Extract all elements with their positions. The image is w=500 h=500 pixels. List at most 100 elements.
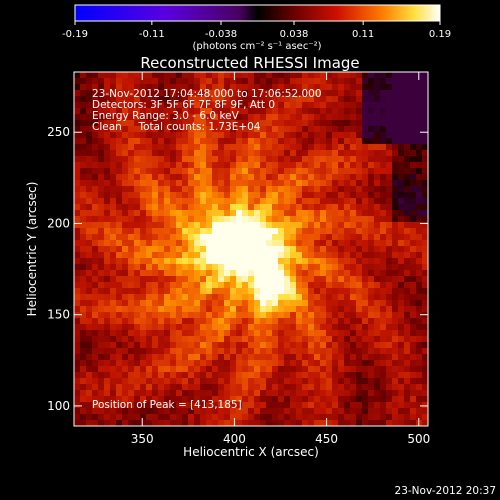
heatmap-cell bbox=[218, 306, 225, 313]
heatmap-cell bbox=[272, 312, 279, 319]
heatmap-cell bbox=[290, 84, 297, 91]
heatmap-cell bbox=[128, 402, 135, 409]
heatmap-cell bbox=[212, 210, 219, 217]
heatmap-cell bbox=[98, 240, 105, 247]
heatmap-cell bbox=[278, 390, 285, 397]
heatmap-cell bbox=[350, 78, 357, 85]
heatmap-cell bbox=[296, 162, 303, 169]
heatmap-cell bbox=[242, 324, 249, 331]
heatmap-cell bbox=[104, 354, 111, 361]
heatmap-cell bbox=[278, 366, 285, 373]
heatmap-cell bbox=[302, 96, 309, 103]
heatmap-cell bbox=[248, 258, 255, 265]
heatmap-cell bbox=[146, 420, 153, 427]
heatmap-cell bbox=[416, 264, 423, 271]
heatmap-cell bbox=[188, 156, 195, 163]
heatmap-cell bbox=[122, 348, 129, 355]
heatmap-cell bbox=[308, 78, 315, 85]
heatmap-cell bbox=[380, 318, 387, 325]
heatmap-cell bbox=[128, 84, 135, 91]
heatmap-cell bbox=[170, 246, 177, 253]
heatmap-cell bbox=[170, 192, 177, 199]
heatmap-cell bbox=[212, 300, 219, 307]
heatmap-cell bbox=[332, 312, 339, 319]
heatmap-cell bbox=[332, 222, 339, 229]
heatmap-cell bbox=[200, 378, 207, 385]
heatmap-cell bbox=[122, 216, 129, 223]
heatmap-cell bbox=[206, 174, 213, 181]
heatmap-cell bbox=[98, 192, 105, 199]
heatmap-cell bbox=[152, 318, 159, 325]
heatmap-cell bbox=[92, 312, 99, 319]
heatmap-cell bbox=[320, 324, 327, 331]
heatmap-cell bbox=[320, 108, 327, 115]
heatmap-cell bbox=[326, 342, 333, 349]
heatmap-cell bbox=[236, 132, 243, 139]
heatmap-cell bbox=[272, 342, 279, 349]
heatmap-cell bbox=[152, 384, 159, 391]
heatmap-cell bbox=[338, 366, 345, 373]
heatmap-cell bbox=[122, 384, 129, 391]
heatmap-cell bbox=[182, 72, 189, 79]
heatmap-cell bbox=[254, 156, 261, 163]
heatmap-cell bbox=[398, 300, 405, 307]
heatmap-cell bbox=[134, 312, 141, 319]
heatmap-cell bbox=[374, 414, 381, 421]
heatmap-cell bbox=[134, 174, 141, 181]
heatmap-cell bbox=[230, 264, 237, 271]
heatmap-cell bbox=[128, 102, 135, 109]
heatmap-cell bbox=[86, 354, 93, 361]
heatmap-cell bbox=[416, 354, 423, 361]
heatmap-cell bbox=[398, 120, 405, 127]
heatmap-cell bbox=[212, 216, 219, 223]
heatmap-cell bbox=[272, 72, 279, 79]
heatmap-cell bbox=[326, 366, 333, 373]
heatmap-cell bbox=[368, 300, 375, 307]
heatmap-cell bbox=[266, 126, 273, 133]
heatmap-cell bbox=[374, 258, 381, 265]
heatmap-cell bbox=[140, 384, 147, 391]
heatmap-cell bbox=[116, 240, 123, 247]
heatmap-cell bbox=[296, 252, 303, 259]
heatmap-cell bbox=[134, 306, 141, 313]
heatmap-cell bbox=[212, 420, 219, 427]
heatmap-cell bbox=[224, 228, 231, 235]
heatmap-cell bbox=[296, 108, 303, 115]
heatmap-cell bbox=[248, 186, 255, 193]
heatmap-cell bbox=[86, 132, 93, 139]
heatmap-cell bbox=[224, 192, 231, 199]
heatmap-cell bbox=[80, 276, 87, 283]
heatmap-cell bbox=[392, 282, 399, 289]
heatmap-cell bbox=[260, 180, 267, 187]
heatmap-cell bbox=[80, 324, 87, 331]
heatmap-cell bbox=[326, 120, 333, 127]
heatmap-cell bbox=[266, 222, 273, 229]
heatmap-cell bbox=[398, 312, 405, 319]
heatmap-cell bbox=[104, 150, 111, 157]
heatmap-cell bbox=[110, 300, 117, 307]
heatmap-cell bbox=[272, 186, 279, 193]
heatmap-cell bbox=[128, 78, 135, 85]
heatmap-cell bbox=[98, 390, 105, 397]
heatmap-cell bbox=[308, 126, 315, 133]
heatmap-cell bbox=[422, 132, 429, 139]
heatmap-cell bbox=[362, 294, 369, 301]
heatmap-cell bbox=[212, 120, 219, 127]
heatmap-cell bbox=[320, 138, 327, 145]
heatmap-cell bbox=[380, 162, 387, 169]
heatmap-cell bbox=[398, 132, 405, 139]
heatmap-cell bbox=[86, 348, 93, 355]
heatmap-cell bbox=[404, 360, 411, 367]
heatmap-cell bbox=[170, 276, 177, 283]
heatmap-cell bbox=[290, 306, 297, 313]
heatmap-cell bbox=[242, 330, 249, 337]
heatmap-cell bbox=[332, 390, 339, 397]
heatmap-cell bbox=[332, 210, 339, 217]
heatmap-cell bbox=[218, 300, 225, 307]
heatmap-cell bbox=[362, 108, 369, 115]
heatmap-cell bbox=[152, 186, 159, 193]
heatmap-cell bbox=[320, 150, 327, 157]
heatmap-cell bbox=[188, 78, 195, 85]
heatmap-cell bbox=[194, 378, 201, 385]
heatmap-cell bbox=[218, 102, 225, 109]
